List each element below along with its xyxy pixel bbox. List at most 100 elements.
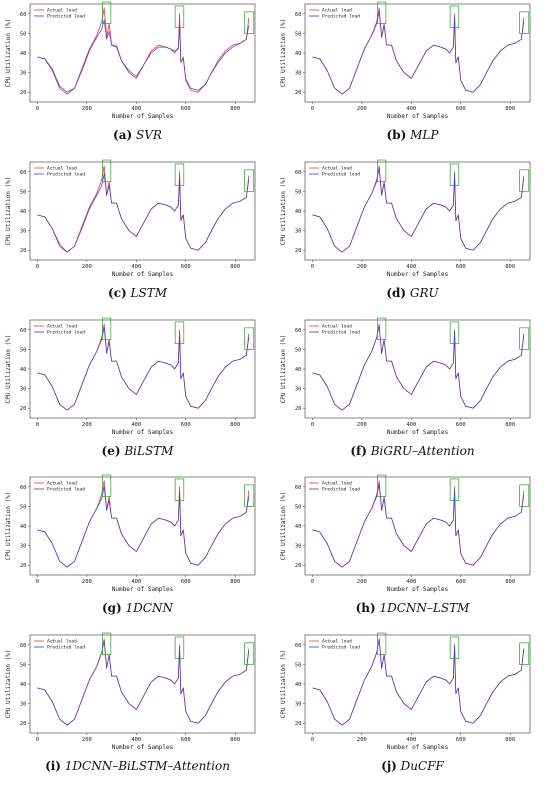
highlight-box [519,327,530,350]
chart-panel: 0 200 400 600 800 20 30 40 50 60 Number of Samples… [0,0,275,158]
x-axis-label: Number of Samples [112,271,174,278]
y-tick-label: 50 [295,189,302,195]
highlight-box [102,475,112,498]
y-tick-label: 20 [20,564,27,570]
panel-label: (e) [101,443,121,458]
model-name: SVR [132,128,162,142]
panel-caption: (f) BiGRU–Attention [275,444,550,458]
x-tick-label: 200 [357,737,367,743]
panel-caption: (b) MLP [275,128,550,142]
x-axis-label: Number of Samples [112,429,174,436]
legend-label: Predicted load [322,329,360,335]
panel-label: (j) [381,759,397,774]
series-line-predicted [312,11,525,95]
series-line-actual [312,638,525,726]
y-tick-label: 20 [20,90,27,96]
highlight-box [377,632,387,656]
legend-label: Predicted load [322,171,360,177]
series-line-actual [37,165,250,253]
panel-caption: (j) DuCFF [275,759,550,773]
y-tick-label: 30 [20,702,27,708]
y-tick-label: 40 [295,682,302,688]
x-tick-label: 200 [357,422,367,428]
x-tick-label: 800 [230,106,240,112]
y-tick-label: 40 [20,682,27,688]
legend-label: Predicted load [47,487,85,493]
x-tick-label: 600 [181,422,191,428]
chart-panel: 0 200 400 600 800 20 30 40 50 60 Number of Samples… [275,631,550,789]
line-chart: 0 200 400 600 800 20 30 40 50 60 Number of Samples… [5,632,256,751]
y-axis-label: CPU Utilization (%) [5,19,12,88]
x-tick-label: 400 [131,106,141,112]
highlight-box [519,642,530,665]
model-name: DuCFF [396,759,444,774]
y-tick-label: 50 [295,505,302,511]
chart-panel: 0 200 400 600 800 20 30 40 50 60 Number of Samples… [275,158,550,316]
x-tick-label: 800 [230,264,240,270]
highlight-box [449,479,460,502]
y-tick-label: 20 [295,564,302,570]
legend-label: Predicted load [47,171,85,177]
y-tick-label: 60 [20,12,27,18]
series-line-actual [312,323,525,411]
line-chart: 0 200 400 600 800 20 30 40 50 60 Number of Samples… [5,475,256,593]
x-tick-label: 600 [456,579,466,585]
y-axis-label: CPU Utilization (%) [5,176,12,245]
highlight-box [377,475,387,498]
series-line-predicted [37,327,250,411]
legend-label: Actual load [47,639,77,645]
highlight-box [449,321,460,344]
y-tick-label: 60 [20,485,27,491]
highlight-box [449,636,460,660]
x-tick-label: 0 [311,106,314,112]
x-tick-label: 0 [36,264,39,270]
y-tick-label: 40 [295,524,302,530]
y-tick-label: 20 [20,406,27,412]
series-line-predicted [37,19,250,93]
y-axis-label: CPU Utilization (%) [280,176,287,245]
y-tick-label: 20 [295,248,302,254]
y-tick-label: 20 [20,248,27,254]
panel-label: (g) [101,601,122,616]
x-axis-label: Number of Samples [112,744,174,751]
x-tick-label: 800 [505,422,515,428]
legend-label: Actual load [322,639,352,645]
x-tick-label: 200 [82,106,92,112]
highlight-box [244,11,255,34]
x-tick-label: 800 [230,422,240,428]
y-tick-label: 30 [20,71,27,77]
y-tick-label: 60 [20,327,27,333]
y-tick-label: 20 [295,721,302,727]
panel-label: (h) [355,601,376,616]
x-tick-label: 0 [311,579,314,585]
model-name: LSTM [126,285,167,300]
legend-label: Actual load [47,481,77,487]
y-tick-label: 60 [295,12,302,18]
highlight-box [244,484,255,508]
y-tick-label: 20 [20,721,27,727]
y-tick-label: 30 [20,386,27,392]
panel-caption: (e) BiLSTM [0,444,275,458]
panel-caption: (c) LSTM [0,286,275,300]
chart-panel: 0 200 400 600 800 20 30 40 50 60 Number of Samples… [0,473,275,631]
series-line-predicted [37,173,250,253]
y-tick-label: 30 [295,544,302,550]
y-tick-label: 30 [20,544,27,550]
y-tick-label: 30 [295,386,302,392]
series-line-predicted [312,638,525,726]
series-line-actual [312,480,525,568]
x-axis-label: Number of Samples [112,113,174,120]
panel-label: (i) [45,759,61,774]
y-axis-label: CPU Utilization (%) [5,334,12,403]
x-tick-label: 400 [406,737,416,743]
series-line-predicted [37,486,250,568]
series-line-predicted [37,640,250,726]
x-tick-label: 400 [131,264,141,270]
y-tick-label: 20 [295,90,302,96]
chart-panel: 0 200 400 600 800 20 30 40 50 60 Number of Samples… [0,631,275,789]
y-tick-label: 60 [20,643,27,649]
y-tick-label: 50 [295,31,302,37]
model-name: 1DCNN–LSTM [375,601,470,616]
y-tick-label: 40 [20,209,27,215]
